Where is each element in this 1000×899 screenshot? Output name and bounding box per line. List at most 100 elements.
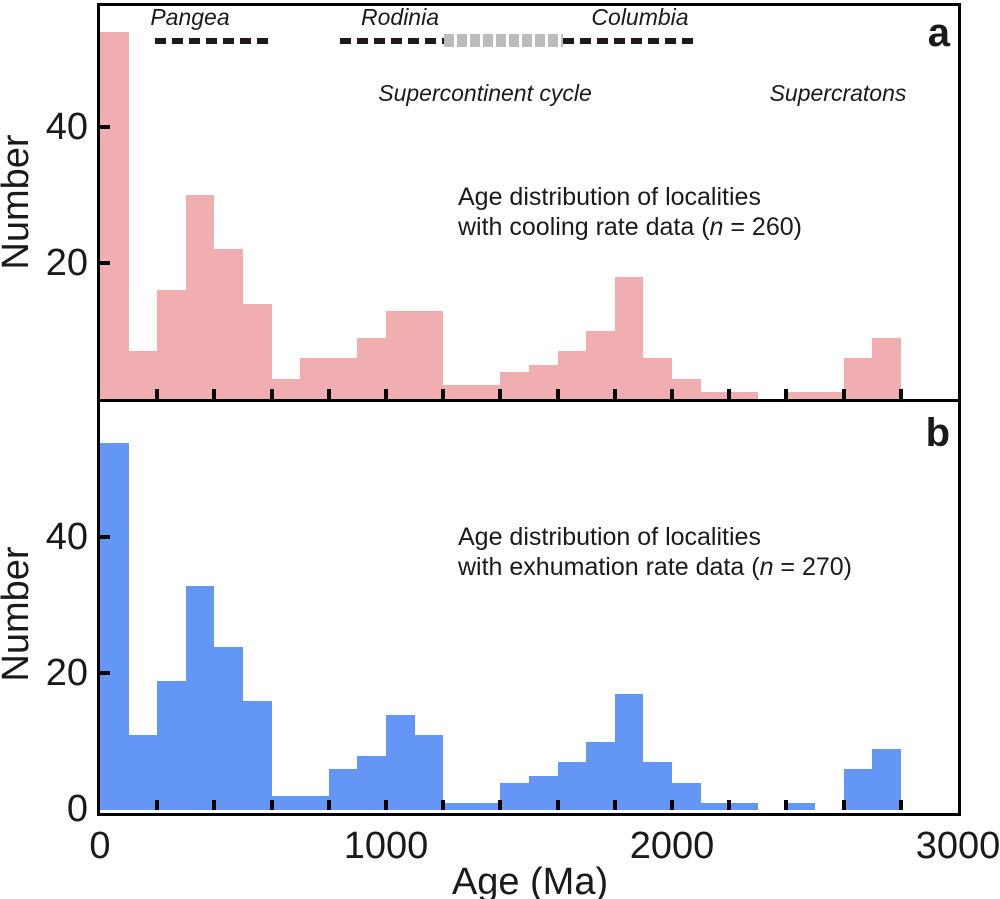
histogram-bar (328, 769, 358, 810)
axis-tick (326, 389, 331, 399)
axis-tick (555, 389, 560, 399)
histogram-bar (471, 385, 501, 399)
axis-tick (100, 535, 110, 539)
histogram-bar (672, 378, 701, 399)
histogram-bar (243, 701, 272, 810)
supercratons-label: Supercratons (769, 80, 907, 106)
axis-tick (384, 389, 388, 399)
histogram-bar (471, 803, 501, 810)
axis-tick (612, 800, 617, 810)
histogram-bar (643, 358, 672, 399)
histogram-bar (872, 337, 901, 399)
histogram-bar (529, 776, 558, 810)
histogram-bar (729, 392, 758, 399)
histogram-bar (529, 365, 558, 399)
axis-tick (498, 800, 503, 810)
histogram-bar (185, 195, 215, 399)
xtick-3000: 3000 (915, 825, 1000, 867)
histogram-bar (815, 392, 844, 399)
panel-b-y-axis-title: Number (0, 546, 37, 682)
axis-tick (612, 389, 617, 399)
columbia-dashed-bar (563, 38, 698, 44)
axis-tick (841, 389, 846, 399)
axis-tick (498, 389, 503, 399)
histogram-bar (414, 310, 444, 399)
panel-b-caption-line2: with exhumation rate data (n = 270) (458, 553, 852, 581)
histogram-bar (357, 755, 386, 810)
histogram-bar (414, 735, 444, 810)
panel-a-ytick-40: 40 (45, 106, 88, 148)
histogram-bar (843, 358, 873, 399)
histogram-bar (128, 735, 158, 810)
axis-tick (384, 800, 388, 810)
panel-a-bars (100, 6, 958, 399)
panel-a-y-axis-title: Number (0, 134, 37, 270)
axis-tick (670, 389, 674, 399)
histogram-bar (443, 803, 472, 810)
pangea-dashed-bar (155, 38, 269, 44)
histogram-bar (157, 680, 186, 810)
supercontinent-cycle-label: Supercontinent cycle (378, 80, 592, 106)
x-axis-title: Age (Ma) (451, 861, 609, 899)
histogram-bar (271, 378, 301, 399)
panel-divider-line (100, 399, 958, 402)
histogram-bar (128, 351, 158, 399)
histogram-bar (843, 769, 873, 810)
axis-tick (784, 389, 789, 399)
panel-b-caption-line1: Age distribution of localities (458, 523, 761, 551)
histogram-bar (271, 796, 301, 810)
histogram-bar (386, 310, 415, 399)
xtick-0: 0 (89, 825, 111, 867)
xtick-2000: 2000 (629, 825, 715, 867)
histogram-bar (214, 646, 243, 810)
histogram-bar (700, 392, 730, 399)
axis-tick (784, 800, 789, 810)
axis-tick (898, 389, 903, 399)
axis-tick (441, 389, 446, 399)
histogram-bar (614, 694, 644, 810)
xtick-1000: 1000 (343, 825, 429, 867)
panel-b-ytick-20: 20 (45, 652, 88, 694)
histogram-bar (672, 782, 701, 810)
histogram-bar (586, 331, 615, 399)
panel-a-caption-line1: Age distribution of localities (458, 183, 761, 211)
axis-tick (155, 389, 160, 399)
axis-tick (100, 125, 110, 129)
axis-tick (727, 800, 732, 810)
histogram-bar (643, 762, 672, 810)
histogram-bar (157, 290, 186, 399)
panel-b-bars (100, 402, 958, 810)
axis-tick (100, 261, 110, 265)
histogram-bar (328, 358, 358, 399)
histogram-bar (100, 442, 129, 810)
axis-tick (212, 389, 217, 399)
axis-tick (841, 800, 846, 810)
panel-b-ytick-0: 0 (66, 788, 88, 830)
histogram-bar (557, 351, 587, 399)
panel-a-ytick-20: 20 (45, 242, 88, 284)
histogram-bar (300, 358, 329, 399)
histogram-bar (357, 337, 386, 399)
axis-tick (441, 800, 446, 810)
axis-tick (155, 800, 160, 810)
panel-a-letter: a (927, 11, 950, 55)
axis-tick (269, 389, 274, 399)
axis-tick (100, 671, 110, 675)
histogram-bar (500, 371, 529, 399)
histogram-bar (185, 585, 215, 810)
histogram-bar (700, 803, 730, 810)
rodinia-dashed-bar (340, 38, 444, 44)
histogram-bar (729, 803, 758, 810)
axis-tick (555, 800, 560, 810)
histogram-bar (500, 782, 529, 810)
columbia-label: Columbia (591, 4, 689, 30)
histogram-bar (243, 303, 272, 399)
panel-b-ytick-40: 40 (45, 516, 88, 558)
histogram-bar (386, 714, 415, 810)
axis-tick (898, 800, 903, 810)
pangea-label: Pangea (150, 4, 230, 30)
histogram-bar (786, 392, 815, 399)
axis-tick (269, 800, 274, 810)
plot-border (97, 3, 961, 816)
